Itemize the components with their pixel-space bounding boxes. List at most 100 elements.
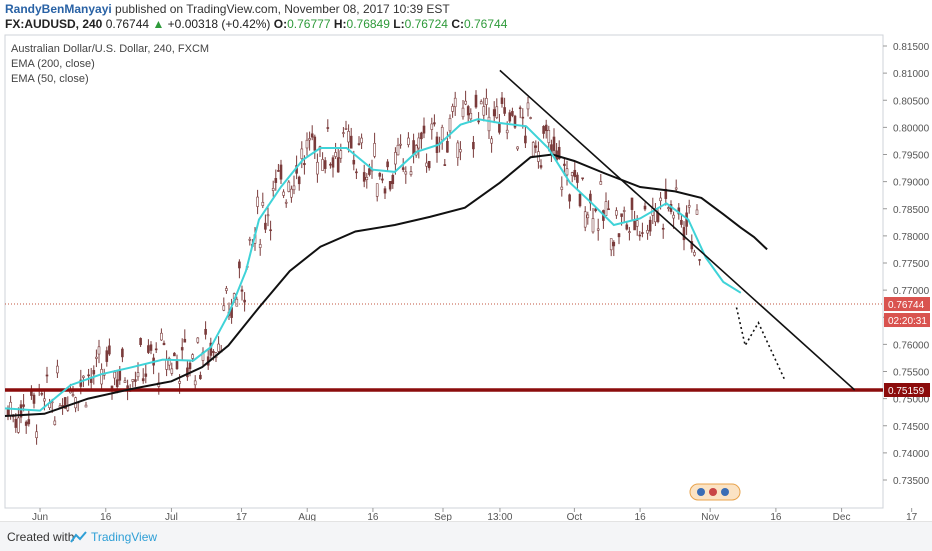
- candle-body: [144, 373, 148, 377]
- open-value: 0.76777: [287, 17, 331, 31]
- candle-body: [635, 220, 639, 227]
- high-label: H:: [333, 17, 347, 31]
- candle-body: [310, 133, 314, 138]
- candle-body: [212, 350, 215, 353]
- candle-body: [264, 222, 267, 230]
- time-tick-label: 17: [906, 512, 918, 521]
- candle-body: [607, 208, 610, 211]
- candle-body: [175, 361, 179, 370]
- candle-body: [698, 259, 701, 261]
- candle-body: [557, 146, 561, 159]
- candle-body: [430, 123, 434, 130]
- projection-path[interactable]: [735, 307, 786, 380]
- candle-body: [659, 197, 662, 202]
- candle-body: [160, 332, 163, 341]
- price-chart[interactable]: 0.81500 0.81000 0.80500 0.80000 0.79500 0.790…: [0, 0, 932, 521]
- price-axis[interactable]: 0.81500 0.81000 0.80500 0.80000 0.79500 0.790…: [883, 42, 930, 487]
- candle-body: [472, 141, 475, 150]
- candle-body: [256, 196, 259, 207]
- time-axis[interactable]: Jun 16 Jul 17 Aug 16 Sep 13:00 Oct 16 Nov 16 Dec 17: [32, 508, 918, 521]
- candle-body: [469, 113, 473, 120]
- candle-body: [542, 126, 545, 134]
- candle-body: [355, 171, 358, 174]
- tradingview-logo-icon[interactable]: [70, 531, 88, 543]
- candle-body: [347, 130, 350, 143]
- candle-body: [682, 227, 686, 241]
- candle-body: [292, 185, 296, 191]
- candle-body: [193, 380, 197, 386]
- candle-body: [82, 375, 85, 378]
- candle-body: [617, 233, 621, 238]
- candle-body: [417, 137, 421, 149]
- events-flag-icon[interactable]: [689, 483, 741, 501]
- candle-body: [604, 201, 608, 216]
- candle-body: [269, 229, 272, 232]
- candle-body: [45, 374, 49, 377]
- candle-body: [404, 171, 408, 175]
- publish-line: RandyBenManyayi published on TradingView…: [5, 2, 450, 16]
- candle-body: [271, 188, 275, 191]
- tradingview-link[interactable]: TradingView: [91, 530, 158, 544]
- published-text: published on TradingView.com, November 0…: [115, 2, 450, 16]
- candle-body: [508, 112, 512, 122]
- candle-body: [342, 132, 345, 134]
- candle-body: [248, 238, 252, 241]
- candle-body: [222, 305, 226, 311]
- candle-body: [396, 144, 400, 156]
- ema50-line: [4, 118, 742, 412]
- candle-body: [35, 431, 38, 439]
- price-tick-label: 0.78000: [893, 232, 930, 243]
- candle-body: [334, 152, 337, 157]
- candle-body: [108, 345, 111, 355]
- time-tick-label: 16: [100, 512, 112, 521]
- price-tick-label: 0.78500: [893, 205, 930, 216]
- price-tick-label: 0.75500: [893, 368, 930, 379]
- candle-body: [173, 352, 176, 357]
- candle-body: [329, 163, 332, 166]
- candle-body: [620, 213, 623, 217]
- candle-body: [399, 143, 402, 146]
- candle-body: [526, 102, 530, 110]
- candle-body: [388, 181, 392, 190]
- candle-body: [440, 127, 444, 141]
- legend-ema50[interactable]: EMA (50, close): [11, 73, 89, 85]
- candle-body: [464, 100, 467, 105]
- candle-body: [199, 374, 202, 380]
- candle-body: [534, 145, 538, 148]
- candle-body: [573, 169, 577, 178]
- author-link[interactable]: RandyBenManyayi: [5, 2, 112, 16]
- candle-body: [599, 181, 603, 185]
- legend-ema200[interactable]: EMA (200, close): [11, 58, 95, 70]
- time-tick-label: Jun: [32, 512, 48, 521]
- candle-body: [79, 379, 83, 387]
- downtrend-line[interactable]: [499, 69, 856, 391]
- candle-body: [147, 345, 150, 353]
- candle-body: [693, 251, 696, 256]
- candle-body: [529, 117, 532, 119]
- price-label-text: 0.76744: [888, 300, 925, 311]
- candle-body: [43, 398, 46, 402]
- legend-title: Australian Dollar/U.S. Dollar, 240, FXCM: [11, 43, 209, 55]
- price-label-box: [884, 313, 930, 328]
- time-tick-label: 16: [770, 512, 782, 521]
- price-tick-label: 0.80500: [893, 96, 930, 107]
- candle-body: [443, 164, 447, 166]
- candle-body: [321, 159, 324, 171]
- candle-body: [243, 299, 246, 303]
- candle-body: [383, 188, 387, 194]
- time-tick-label: Dec: [833, 512, 851, 521]
- candle-body: [596, 228, 600, 231]
- high-value: 0.76849: [346, 17, 390, 31]
- candle-body: [24, 421, 28, 426]
- candle-body: [170, 368, 174, 374]
- candle-body: [511, 111, 514, 116]
- candle-body: [349, 135, 353, 149]
- candle-body: [300, 148, 304, 159]
- candle-body: [378, 172, 382, 177]
- candle-body: [100, 369, 103, 385]
- candle-body: [409, 171, 413, 175]
- candle-body: [500, 97, 504, 104]
- candle-body: [277, 170, 280, 172]
- candle-body: [581, 177, 584, 180]
- candle-body: [154, 348, 158, 351]
